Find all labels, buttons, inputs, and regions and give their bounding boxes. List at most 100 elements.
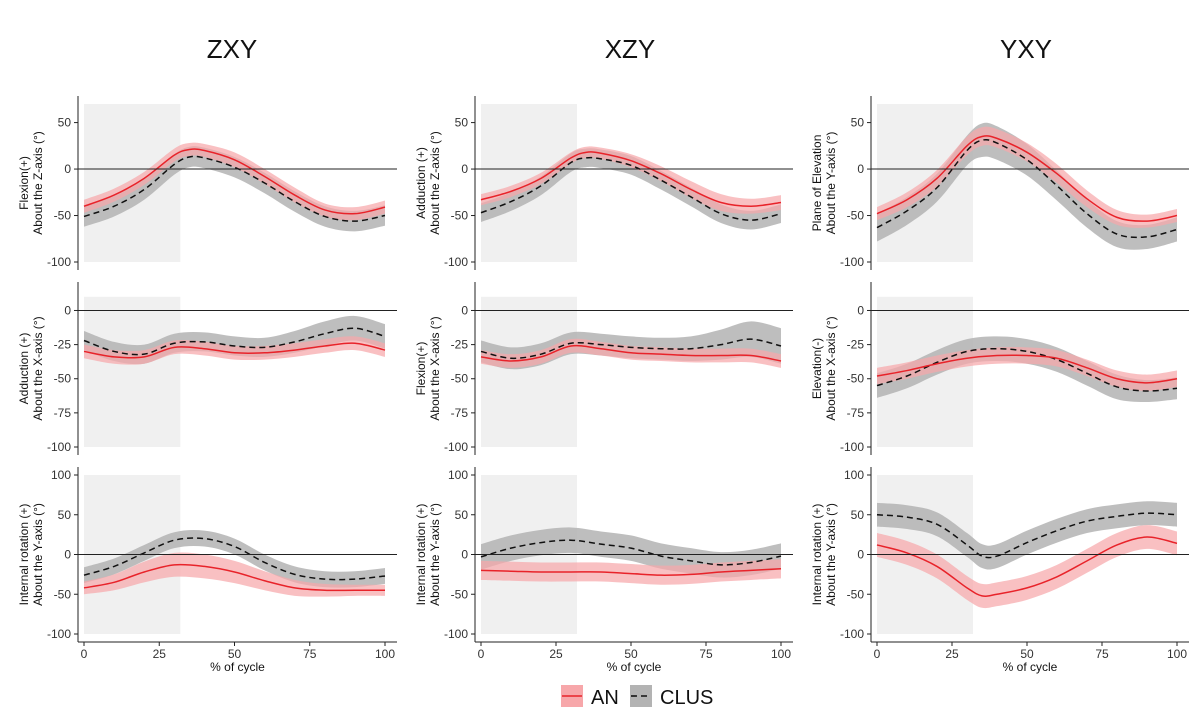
y-tick-label: -75 <box>54 406 72 420</box>
y-tick-label: 0 <box>461 303 468 317</box>
panel-r0-c0: -100 -50 0 50 Flexion(+)About the Z-axis (°) <box>17 96 397 270</box>
panel-r0-c2: -100 -50 0 50 Plane of ElevationAbout the Y-… <box>810 96 1189 270</box>
y-tick-label: 100 <box>844 468 864 482</box>
panel-r1-c1: -100 -75 -50 -25 0 Flexion(+)About the X-axis… <box>414 282 793 455</box>
y-tick-label: 100 <box>448 468 468 482</box>
mean-line-clus <box>83 327 386 356</box>
band-an <box>877 346 1177 392</box>
y-tick-label: -50 <box>847 587 865 601</box>
y-axis-label-line: About the X-axis (°) <box>428 316 442 420</box>
x-tick-label: 50 <box>228 647 242 661</box>
y-axis-label: Adduction (+)About the X-axis (°) <box>17 316 45 420</box>
band-an <box>84 142 385 221</box>
y-tick-label: -100 <box>47 627 71 641</box>
column-title-yxy: YXY <box>1000 34 1052 64</box>
y-tick-label: -100 <box>47 440 71 454</box>
y-axis-label-line: About the Z-axis (°) <box>428 131 442 235</box>
y-axis-label-line: Plane of Elevation <box>810 135 824 232</box>
y-tick-label: 0 <box>64 548 71 562</box>
y-axis-label: Adduction (+)About the Z-axis (°) <box>414 131 442 235</box>
panel-r1-c2: -100 -75 -50 -25 0 Elevation(-)About the X-ax… <box>810 282 1189 455</box>
x-tick-label: 25 <box>945 647 959 661</box>
band-clus <box>877 122 1177 250</box>
y-tick-label: -50 <box>54 209 72 223</box>
y-axis-label-line: Flexion(+) <box>414 342 428 396</box>
y-tick-label: 0 <box>857 303 864 317</box>
mean-line-clus <box>480 338 782 360</box>
y-axis-label-line: About the Y-axis (°) <box>428 503 442 606</box>
y-axis-label: Internal rotation (+)About the Y-axis (°… <box>810 503 838 606</box>
y-tick-label: -25 <box>451 338 469 352</box>
y-axis-label-line: Elevation(-) <box>810 338 824 399</box>
x-axis-label: % of cycle <box>607 660 662 674</box>
y-tick-label: 0 <box>857 548 864 562</box>
y-axis-label-line: Flexion(+) <box>17 156 31 210</box>
x-tick-label: 100 <box>771 647 791 661</box>
panel-r0-c1: -100 -50 0 50 Adduction (+)About the Z-axis … <box>414 96 793 270</box>
y-axis-label-line: About the X-axis (°) <box>31 316 45 420</box>
x-axis-label: % of cycle <box>210 660 265 674</box>
x-tick-label: 0 <box>478 647 485 661</box>
y-axis-label: Internal rotation (+)About the Y-axis (°… <box>414 503 442 606</box>
band-an <box>84 552 385 597</box>
y-tick-label: 50 <box>58 116 72 130</box>
y-tick-label: 50 <box>455 116 469 130</box>
y-tick-label: -50 <box>847 372 865 386</box>
y-tick-label: -50 <box>54 587 72 601</box>
y-tick-label: -25 <box>54 338 72 352</box>
mean-line-an <box>876 135 1178 222</box>
y-axis-label-line: Adduction (+) <box>414 147 428 219</box>
y-axis-label-line: Internal rotation (+) <box>17 504 31 606</box>
y-tick-label: -50 <box>54 372 72 386</box>
x-tick-label: 25 <box>549 647 563 661</box>
mean-line-an <box>480 568 782 576</box>
y-tick-label: -100 <box>444 627 468 641</box>
panel-r2-c1: 0 25 50 75 100 % of cycle -100 -50 0 50 100 Interna… <box>414 467 793 674</box>
y-tick-label: -75 <box>451 406 469 420</box>
y-tick-label: 0 <box>461 162 468 176</box>
x-tick-label: 50 <box>1020 647 1034 661</box>
mean-line-clus <box>480 156 782 221</box>
y-tick-label: 100 <box>51 468 71 482</box>
x-tick-label: 25 <box>153 647 167 661</box>
y-tick-label: -100 <box>444 440 468 454</box>
y-axis-label-line: About the Z-axis (°) <box>31 131 45 235</box>
y-tick-label: -25 <box>847 338 865 352</box>
y-axis-label: Flexion(+)About the X-axis (°) <box>414 316 442 420</box>
x-tick-label: 100 <box>375 647 395 661</box>
phase-shade <box>84 296 181 447</box>
mean-line-an <box>83 148 386 215</box>
legend: AN CLUS <box>561 685 713 709</box>
panel-r2-c2: 0 25 50 75 100 % of cycle -100 -50 0 50 100 Interna… <box>810 467 1189 674</box>
x-tick-label: 0 <box>81 647 88 661</box>
column-titles: ZXY XZY YXY <box>207 34 1052 64</box>
mean-line-clus <box>83 537 386 581</box>
panel-r1-c0: -100 -75 -50 -25 0 Adduction (+)About the X-a… <box>17 282 397 455</box>
mean-line-clus <box>83 155 386 222</box>
y-tick-label: -100 <box>444 255 468 269</box>
x-tick-label: 100 <box>1167 647 1187 661</box>
mean-line-an <box>876 354 1178 384</box>
x-tick-label: 50 <box>624 647 638 661</box>
mean-line-clus <box>480 539 782 566</box>
y-tick-label: -100 <box>840 627 864 641</box>
y-tick-label: 50 <box>851 508 865 522</box>
x-tick-label: 0 <box>874 647 881 661</box>
band-an <box>877 126 1177 228</box>
y-tick-label: -50 <box>451 587 469 601</box>
y-tick-label: 0 <box>461 548 468 562</box>
column-title-zxy: ZXY <box>207 34 258 64</box>
mean-line-an <box>83 342 386 359</box>
mean-line-an <box>480 344 782 362</box>
y-axis-label-line: Internal rotation (+) <box>414 504 428 606</box>
mean-line-clus <box>876 512 1178 559</box>
y-axis-label: Plane of ElevationAbout the Y-axis (°) <box>810 132 838 235</box>
y-axis-label-line: About the Y-axis (°) <box>824 132 838 235</box>
y-tick-label: 0 <box>64 303 71 317</box>
y-tick-label: -100 <box>840 255 864 269</box>
y-tick-label: 0 <box>64 162 71 176</box>
x-tick-label: 75 <box>1095 647 1109 661</box>
y-axis-label-line: Adduction (+) <box>17 333 31 405</box>
